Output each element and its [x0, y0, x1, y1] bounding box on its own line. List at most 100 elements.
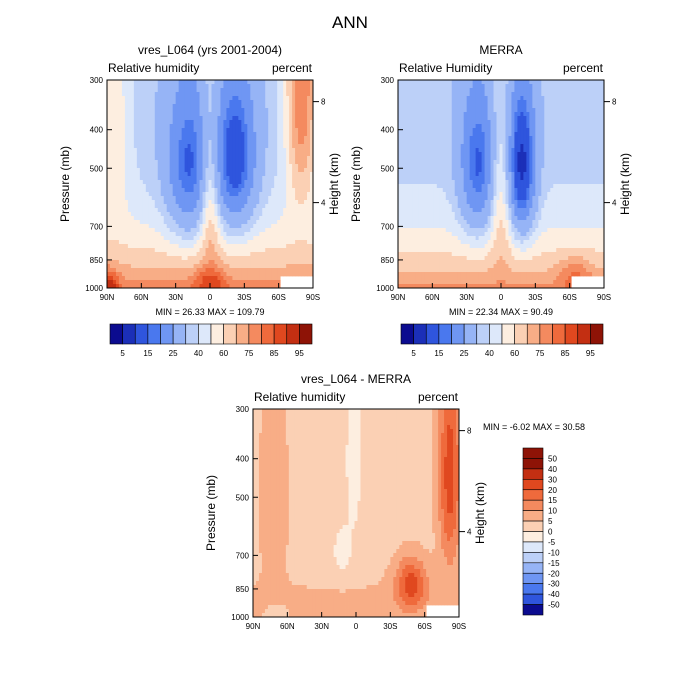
heatmap-cell	[463, 128, 468, 133]
heatmap-cell	[184, 272, 189, 277]
heatmap-cell	[229, 192, 233, 197]
heatmap-cell	[283, 168, 287, 173]
heatmap-cell	[262, 180, 266, 185]
heatmap-cell	[481, 92, 485, 97]
heatmap-cell	[571, 132, 575, 137]
heatmap-cell	[145, 164, 150, 169]
heatmap-cell	[145, 116, 150, 121]
heatmap-cell	[160, 212, 165, 217]
heatmap-cell	[463, 92, 468, 97]
heatmap-cell	[406, 80, 411, 85]
heatmap-cell	[442, 140, 447, 145]
heatmap-cell	[286, 272, 290, 277]
heatmap-cell	[532, 116, 536, 121]
heatmap-cell	[532, 96, 536, 101]
heatmap-cell	[154, 156, 159, 161]
heatmap-cell	[598, 100, 602, 105]
heatmap-cell	[226, 152, 230, 157]
heatmap-cell	[430, 116, 435, 121]
heatmap-cell	[550, 92, 554, 97]
heatmap-cell	[439, 116, 444, 121]
heatmap-cell	[568, 88, 572, 93]
heatmap-cell	[289, 216, 293, 221]
heatmap-cell	[139, 84, 144, 89]
heatmap-cell	[457, 124, 462, 129]
heatmap-cell	[130, 196, 135, 201]
heatmap-cell	[196, 124, 200, 129]
heatmap-cell	[568, 144, 572, 149]
heatmap-cell	[433, 100, 438, 105]
heatmap-cell	[556, 92, 560, 97]
heatmap-cell	[107, 144, 111, 149]
heatmap-cell	[301, 188, 305, 193]
heatmap-cell	[523, 116, 527, 121]
heatmap-cell	[193, 144, 197, 149]
heatmap-cell	[235, 204, 239, 209]
heatmap-cell	[286, 140, 290, 145]
heatmap-cell	[448, 136, 453, 141]
heatmap-cell	[145, 128, 150, 133]
heatmap-cell	[142, 260, 147, 265]
heatmap-cell	[247, 256, 251, 261]
heatmap-cell	[184, 180, 189, 185]
heatmap-cell	[253, 132, 257, 137]
heatmap-cell	[166, 196, 171, 201]
heatmap-cell	[460, 100, 465, 105]
heatmap-cell	[163, 88, 168, 93]
heatmap-cell	[190, 120, 194, 125]
heatmap-cell	[163, 184, 168, 189]
heatmap-cell	[265, 264, 269, 269]
heatmap-cell	[127, 116, 132, 121]
heatmap-cell	[517, 140, 521, 145]
heatmap-cell	[136, 108, 141, 113]
heatmap-cell	[226, 228, 230, 233]
heatmap-cell	[139, 176, 144, 181]
heatmap-cell	[142, 120, 147, 125]
heatmap-cell	[247, 192, 251, 197]
heatmap-cell	[307, 88, 311, 93]
heatmap-cell	[214, 128, 218, 133]
heatmap-cell	[292, 140, 296, 145]
heatmap-cell	[157, 264, 162, 269]
heatmap-cell	[163, 84, 168, 89]
heatmap-cell	[445, 140, 450, 145]
heatmap-cell	[109, 216, 114, 221]
heatmap-cell	[148, 212, 153, 217]
heatmap-cell	[247, 236, 251, 241]
heatmap-cell	[193, 176, 197, 181]
heatmap-cell	[289, 256, 293, 261]
heatmap-cell	[235, 124, 239, 129]
heatmap-cell	[208, 152, 212, 157]
heatmap-cell	[109, 176, 114, 181]
heatmap-cell	[112, 120, 117, 125]
heatmap-cell	[307, 256, 311, 261]
heatmap-cell	[241, 204, 245, 209]
heatmap-cell	[112, 136, 117, 141]
heatmap-cell	[289, 80, 293, 85]
heatmap-cell	[190, 136, 194, 141]
heatmap-cell	[190, 248, 194, 253]
heatmap-cell	[166, 192, 171, 197]
heatmap-cell	[592, 132, 596, 137]
heatmap-cell	[157, 256, 162, 261]
heatmap-cell	[130, 168, 135, 173]
heatmap-cell	[298, 152, 302, 157]
heatmap-cell	[217, 152, 221, 157]
heatmap-cell	[136, 216, 141, 221]
heatmap-cell	[208, 172, 212, 177]
heatmap-cell	[505, 96, 509, 101]
colorbar-label: 5	[120, 349, 125, 358]
heatmap-cell	[130, 276, 135, 281]
heatmap-cell	[415, 128, 420, 133]
heatmap-cell	[193, 180, 197, 185]
heatmap-cell	[220, 120, 224, 125]
heatmap-cell	[406, 132, 411, 137]
heatmap-cell	[130, 132, 135, 137]
heatmap-cell	[277, 280, 281, 285]
heatmap-cell	[205, 192, 209, 197]
heatmap-cell	[235, 180, 239, 185]
heatmap-cell	[208, 176, 212, 181]
heatmap-cell	[433, 92, 438, 97]
heatmap-cell	[181, 120, 186, 125]
heatmap-cell	[265, 280, 269, 285]
